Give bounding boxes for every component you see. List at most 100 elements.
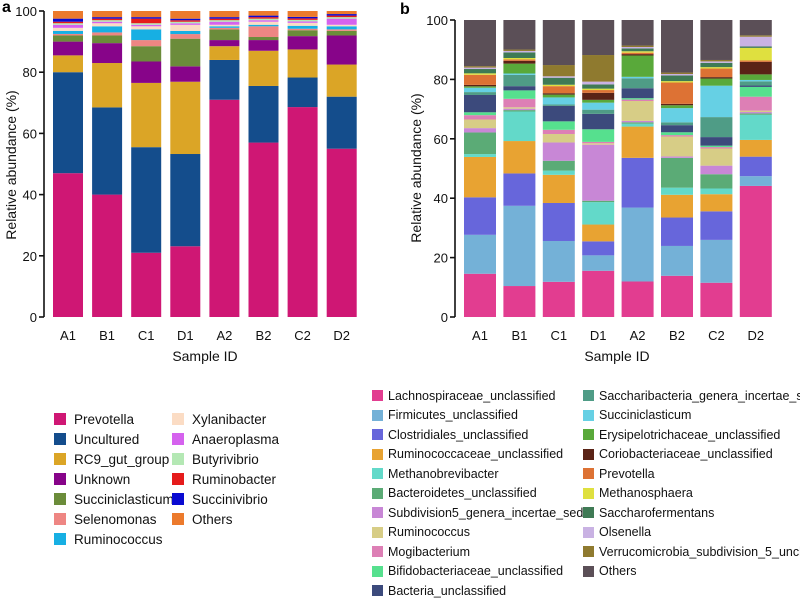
panel-a-chart: a 0 20 40 60 80 100 A1 B1 C1 D1 A2 B2 C2 D2 Relative… <box>2 0 357 364</box>
bar-segment-ruminococcus-c1 <box>542 134 575 143</box>
legend-label: Others <box>599 564 637 579</box>
bar-segment-erysipelotrichaceae-unclassified-d2 <box>739 74 772 80</box>
panel-b-legend-item: Prevotella <box>583 464 800 484</box>
bar-segment-others-c2 <box>700 20 733 60</box>
bar-segment-bacteria-unclassified-c2 <box>700 137 733 146</box>
panel-b-legend-item: Saccharibacteria_genera_incertae_sedis <box>583 386 800 406</box>
bar-segment-others-c2 <box>287 11 318 17</box>
x-tick-label: C1 <box>550 328 567 343</box>
bar-segment-olsenella-d2 <box>739 36 772 47</box>
bar-segment-prevotella-d2 <box>739 60 772 62</box>
figure: a 0 20 40 60 80 100 A1 B1 C1 D1 A2 B2 C2 D2 Relative… <box>2 0 772 364</box>
bar-segment-firmicutes-unclassified-c2 <box>700 239 733 283</box>
bar-segment-xylanibacter-c1 <box>131 26 162 30</box>
legend-swatch <box>583 487 594 499</box>
bar-segment-lachnospiraceae-unclassified-b2 <box>661 275 693 317</box>
legend-label: Butyrivibrio <box>192 451 259 467</box>
panel-b-legend-item: Verrucomicrobia_subdivision_5_unclassifi… <box>583 542 800 562</box>
panel-b-x-ticks: A1 B1 C1 D1 A2 B2 C2 D2 <box>472 328 764 343</box>
bar-segment-erysipelotrichaceae-unclassified-a2 <box>621 55 654 77</box>
bar-segment-lachnospiraceae-unclassified-c2 <box>700 282 733 317</box>
bar-segment-subdivision5-genera-incertae-sedis-d1 <box>582 144 615 201</box>
bar-segment-ruminococcus-b2 <box>661 136 693 157</box>
bar-segment-rc9-gut-group-d1 <box>170 81 201 155</box>
legend-label: Firmicutes_unclassified <box>388 408 518 423</box>
bar-segment-erysipelotrichaceae-unclassified-d1 <box>582 99 615 103</box>
legend-label: Bacteroidetes_unclassified <box>388 486 537 501</box>
bar-stack-d1 <box>582 20 615 317</box>
bar-segment-erysipelotrichaceae-unclassified-c1 <box>542 94 575 98</box>
bar-segment-bacteroidetes-unclassified-b2 <box>661 157 693 188</box>
x-tick-label: C2 <box>294 328 311 343</box>
bar-segment-rc9-gut-group-b2 <box>248 50 279 86</box>
bar-segment-others-c1 <box>131 11 162 18</box>
y-tick-label: 40 <box>23 188 37 203</box>
bar-segment-olsenella-b1 <box>503 50 536 53</box>
legend-swatch <box>372 526 383 538</box>
bar-segment-verrucomicrobia-subdivision-5-unclassified-c1 <box>542 65 575 77</box>
bar-segment-olsenella-c1 <box>542 76 575 78</box>
bar-segment-bacteroidetes-unclassified-d2 <box>739 113 772 115</box>
bar-stack-b2 <box>248 11 279 317</box>
bar-segment-others-b2 <box>661 20 693 73</box>
bar-segment-mogibacterium-c2 <box>700 147 733 149</box>
bar-segment-succiniclasticum-c2 <box>700 85 733 118</box>
legend-label: Prevotella <box>599 466 655 481</box>
panel-b-legend-item: Mogibacterium <box>372 542 592 562</box>
legend-swatch <box>372 487 383 499</box>
bar-segment-saccharibacteria-genera-incertae-sedis-d1 <box>582 109 615 114</box>
bar-segment-unknown-a1 <box>53 41 83 56</box>
bar-segment-ruminococcus-d2 <box>326 26 357 30</box>
bar-segment-mogibacterium-b2 <box>661 135 693 137</box>
bar-segment-anaeroplasma-d1 <box>170 23 201 25</box>
bar-segment-olsenella-a1 <box>464 67 496 70</box>
bar-segment-mogibacterium-c1 <box>542 129 575 135</box>
panel-a-y-axis-label: Relative abundance (%) <box>3 90 19 239</box>
bar-segment-coriobacteriaceae-unclassified-b2 <box>661 103 693 106</box>
bar-segment-bacteria-unclassified-b1 <box>503 86 536 91</box>
bar-segment-succinivibrio-b1 <box>92 17 123 19</box>
panel-b-legend-item: Saccharofermentans <box>583 503 800 523</box>
bar-segment-others-b1 <box>503 20 536 50</box>
bar-segment-ruminococcus-d1 <box>582 143 615 145</box>
bar-segment-saccharofermentans-c1 <box>542 77 575 85</box>
legend-label: Succiniclasticum <box>599 408 692 423</box>
bar-segment-rc9-gut-group-c1 <box>131 82 162 148</box>
bar-segment-ruminobacter-c2 <box>287 18 318 20</box>
y-tick-label: 20 <box>434 251 448 266</box>
bar-segment-firmicutes-unclassified-d2 <box>739 176 772 186</box>
legend-swatch <box>172 433 184 445</box>
bar-segment-rc9-gut-group-a1 <box>53 55 83 73</box>
bar-segment-succiniclasticum-d2 <box>739 79 772 82</box>
panel-a-legend-item: Selenomonas <box>54 509 174 529</box>
bar-segment-succinivibrio-d1 <box>170 18 201 21</box>
bar-segment-selenomonas-a1 <box>53 33 83 36</box>
bar-stack-c2 <box>700 20 733 317</box>
bar-segment-firmicutes-unclassified-b2 <box>661 245 693 276</box>
bar-segment-succiniclasticum-a2 <box>209 29 240 41</box>
legend-label: Succiniclasticum <box>74 491 174 507</box>
bar-segment-methanosphaera-c1 <box>542 84 575 87</box>
bar-segment-succiniclasticum-d1 <box>170 38 201 67</box>
bar-segment-methanobrevibacter-a1 <box>464 154 496 157</box>
bar-segment-saccharofermentans-d1 <box>582 84 615 89</box>
bar-segment-xylanibacter-b1 <box>92 23 123 27</box>
bar-segment-mogibacterium-d1 <box>582 141 615 144</box>
bar-segment-coriobacteriaceae-unclassified-d2 <box>739 61 772 75</box>
bar-segment-succinivibrio-d2 <box>326 14 357 16</box>
bar-segment-saccharibacteria-genera-incertae-sedis-a1 <box>464 92 496 95</box>
bar-segment-olsenella-c2 <box>700 61 733 63</box>
y-tick-label: 0 <box>30 310 37 325</box>
legend-label: Lachnospiraceae_unclassified <box>388 388 556 403</box>
bar-segment-prevotella-d1 <box>582 90 615 93</box>
bar-segment-butyrivibrio-a2 <box>209 20 240 22</box>
bar-segment-ruminococcus-d2 <box>739 110 772 113</box>
bar-segment-unknown-b1 <box>92 43 123 64</box>
bar-segment-saccharibacteria-genera-incertae-sedis-b1 <box>503 74 536 87</box>
bar-segment-saccharofermentans-b2 <box>661 75 693 82</box>
legend-swatch <box>583 546 594 558</box>
legend-label: Erysipelotrichaceae_unclassified <box>599 427 781 442</box>
x-tick-label: A1 <box>60 328 76 343</box>
bar-segment-coriobacteriaceae-unclassified-c1 <box>542 93 575 95</box>
bar-segment-anaeroplasma-a2 <box>209 21 240 25</box>
